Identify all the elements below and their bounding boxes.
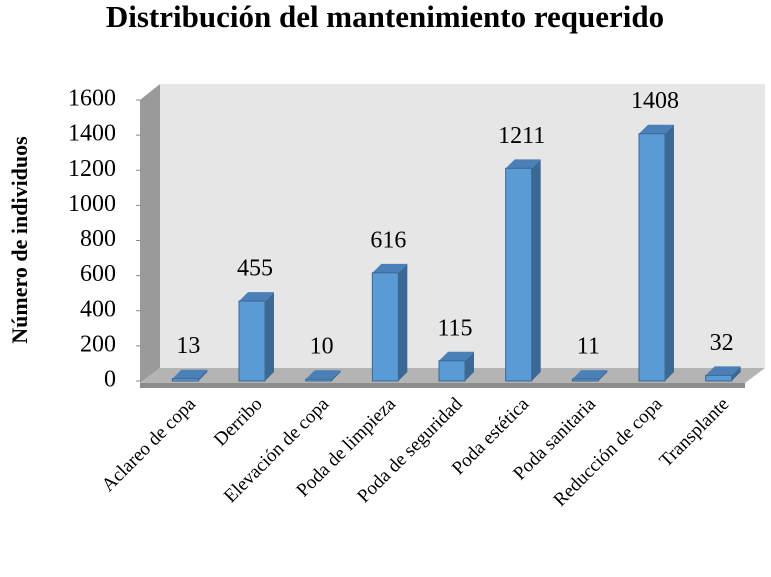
bar-top	[372, 263, 408, 273]
data-label: 1211	[498, 123, 545, 149]
x-tick-label: Aclareo de copa	[98, 393, 201, 496]
data-label: 115	[437, 315, 472, 341]
bar-top	[639, 124, 674, 134]
data-label: 455	[237, 256, 273, 282]
bar-side	[198, 369, 208, 381]
bar	[305, 378, 333, 382]
bar-top	[505, 159, 541, 169]
bar-side	[398, 263, 408, 381]
bar-top	[705, 366, 741, 376]
bar-side	[265, 292, 274, 381]
bar-top	[439, 351, 474, 361]
y-tick-label: 1600	[68, 86, 116, 112]
y-tick-label: 200	[80, 331, 116, 357]
bar	[171, 378, 199, 382]
bar-top	[172, 369, 208, 379]
y-tick-label: 1200	[68, 156, 116, 182]
y-tick-label: 400	[80, 296, 116, 322]
bar-top	[572, 370, 608, 380]
bar-side	[531, 159, 541, 381]
x-tick-label: Derribo	[210, 394, 267, 451]
bar-side	[598, 370, 608, 381]
y-tick-label: 1000	[68, 191, 116, 217]
bar	[571, 378, 599, 382]
y-tick-label: 800	[80, 226, 116, 252]
bar-side	[331, 370, 341, 381]
y-tick-label: 1400	[68, 121, 116, 147]
y-tick-label: 0	[104, 367, 116, 393]
y-tick-label: 600	[80, 261, 116, 287]
bar-top	[239, 292, 274, 302]
data-label: 10	[310, 334, 334, 360]
bar	[371, 272, 399, 382]
bar-side	[665, 124, 674, 381]
bar	[705, 374, 733, 382]
bar	[505, 167, 533, 382]
data-label: 616	[370, 227, 406, 253]
back-wall	[160, 84, 765, 368]
x-tick-label: Transplante	[655, 394, 733, 472]
data-label: 1408	[631, 88, 679, 114]
bar	[238, 300, 266, 382]
bar	[438, 360, 466, 382]
bar	[638, 133, 666, 382]
bar-side	[731, 366, 741, 381]
y-axis-label: Número de individuos	[7, 136, 32, 344]
bar-top	[305, 370, 341, 380]
floor-edge	[140, 383, 745, 388]
bar-side	[465, 351, 474, 381]
data-label: 13	[176, 333, 200, 359]
data-label: 11	[577, 334, 600, 360]
side-wall	[140, 84, 160, 383]
data-label: 32	[710, 330, 734, 356]
chart-title: Distribución del mantenimiento requerido	[106, 0, 664, 34]
